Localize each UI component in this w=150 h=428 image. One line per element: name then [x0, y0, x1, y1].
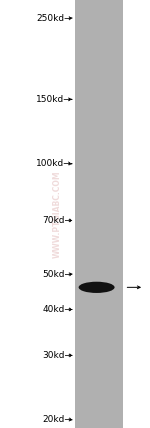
Text: 250kd→: 250kd→	[36, 14, 72, 23]
Text: 70kd→: 70kd→	[42, 216, 72, 225]
Ellipse shape	[79, 282, 115, 293]
Text: 150kd→: 150kd→	[36, 95, 72, 104]
Text: 100kd→: 100kd→	[36, 159, 72, 168]
Text: WWW.PTGIABC.COM: WWW.PTGIABC.COM	[52, 170, 62, 258]
Text: 30kd→: 30kd→	[42, 351, 72, 360]
Bar	[75, 0, 123, 428]
Text: 40kd→: 40kd→	[42, 305, 72, 314]
Text: 20kd→: 20kd→	[42, 415, 72, 424]
Text: 50kd→: 50kd→	[42, 270, 72, 279]
